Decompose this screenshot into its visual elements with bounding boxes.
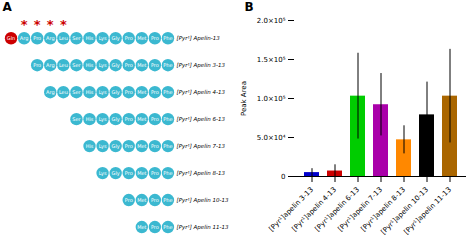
svg-text:Leu: Leu (59, 62, 68, 68)
svg-text:Pro: Pro (125, 116, 133, 122)
svg-text:Pro: Pro (151, 170, 159, 176)
svg-text:Arg: Arg (46, 62, 55, 69)
svg-text:[Pyr¹] Apelin 11-13: [Pyr¹] Apelin 11-13 (177, 224, 229, 231)
svg-text:Phe: Phe (163, 224, 172, 230)
svg-text:His: His (86, 62, 94, 68)
svg-text:Pro: Pro (125, 197, 133, 203)
svg-text:Phe: Phe (163, 143, 172, 149)
svg-text:*: * (47, 17, 54, 32)
svg-text:Pro: Pro (151, 35, 159, 41)
svg-text:His: His (86, 143, 94, 149)
svg-text:Pro: Pro (151, 143, 159, 149)
svg-text:5.0×10⁴: 5.0×10⁴ (257, 134, 286, 142)
svg-text:[Pyr¹]apelin 11-13: [Pyr¹]apelin 11-13 (402, 186, 453, 237)
svg-text:[Pyr¹]apelin 6-13: [Pyr¹]apelin 6-13 (313, 185, 361, 233)
svg-text:2.0×10⁵: 2.0×10⁵ (257, 17, 286, 25)
svg-text:Ser: Ser (72, 89, 81, 95)
svg-text:Met: Met (137, 143, 146, 149)
svg-text:1.0×10⁵: 1.0×10⁵ (257, 95, 286, 103)
svg-text:Pro: Pro (151, 89, 159, 95)
svg-text:Peak Area: Peak Area (240, 81, 248, 116)
svg-text:His: His (86, 89, 94, 95)
svg-text:Gly: Gly (112, 89, 120, 96)
svg-text:Pro: Pro (151, 116, 159, 122)
svg-text:[Pyr¹] Apelin 6-13: [Pyr¹] Apelin 6-13 (177, 116, 226, 123)
svg-text:Met: Met (137, 224, 146, 230)
svg-text:Lys: Lys (99, 35, 107, 42)
svg-text:Ser: Ser (72, 116, 81, 122)
svg-text:Pro: Pro (33, 35, 41, 41)
svg-text:Phe: Phe (163, 197, 172, 203)
svg-text:Met: Met (137, 197, 146, 203)
svg-text:Met: Met (137, 35, 146, 41)
svg-text:Pro: Pro (125, 170, 133, 176)
svg-text:Gly: Gly (112, 143, 120, 150)
svg-text:Arg: Arg (20, 35, 29, 42)
svg-text:Gly: Gly (112, 116, 120, 123)
svg-text:[Pyr¹] Apelin 8-13: [Pyr¹] Apelin 8-13 (177, 170, 226, 177)
svg-text:[Pyr¹]apelin 8-13: [Pyr¹]apelin 8-13 (359, 185, 407, 233)
svg-text:Pro: Pro (125, 35, 133, 41)
svg-text:Lys: Lys (99, 89, 107, 96)
svg-text:Arg: Arg (46, 89, 55, 96)
svg-text:B: B (245, 0, 254, 14)
svg-text:Pro: Pro (125, 89, 133, 95)
svg-text:*: * (60, 17, 67, 32)
svg-text:*: * (34, 17, 41, 32)
svg-text:Pro: Pro (151, 197, 159, 203)
svg-text:Gly: Gly (112, 62, 120, 69)
svg-text:Pro: Pro (125, 143, 133, 149)
svg-text:Phe: Phe (163, 89, 172, 95)
svg-text:Leu: Leu (59, 89, 68, 95)
svg-text:Met: Met (137, 116, 146, 122)
svg-text:Phe: Phe (163, 35, 172, 41)
svg-text:Pro: Pro (151, 224, 159, 230)
svg-text:1.5×10⁵: 1.5×10⁵ (257, 56, 286, 64)
svg-text:Pro: Pro (151, 62, 159, 68)
svg-text:[Pyr¹] Apelin 7-13: [Pyr¹] Apelin 7-13 (177, 143, 226, 150)
svg-text:A: A (3, 0, 13, 14)
svg-text:Arg: Arg (46, 35, 55, 42)
svg-text:Pro: Pro (33, 62, 41, 68)
svg-text:[Pyr¹]apelin 3-13: [Pyr¹]apelin 3-13 (267, 185, 315, 233)
svg-text:Ser: Ser (72, 62, 81, 68)
svg-text:Lys: Lys (99, 116, 107, 123)
svg-text:[Pyr¹]apelin 7-13: [Pyr¹]apelin 7-13 (336, 185, 384, 233)
svg-text:[Pyr¹] Apelin 3-13: [Pyr¹] Apelin 3-13 (177, 62, 226, 69)
svg-text:0: 0 (281, 173, 285, 181)
svg-text:Gly: Gly (112, 35, 120, 42)
svg-text:Leu: Leu (59, 35, 68, 41)
svg-text:Phe: Phe (163, 116, 172, 122)
svg-text:Gln: Gln (7, 35, 15, 41)
svg-text:Phe: Phe (163, 62, 172, 68)
svg-text:Lys: Lys (99, 170, 107, 177)
svg-text:[Pyr¹] Apelin-13: [Pyr¹] Apelin-13 (177, 35, 221, 42)
svg-text:[Pyr¹] Apelin 4-13: [Pyr¹] Apelin 4-13 (177, 89, 226, 96)
svg-text:[Pyr¹] Apelin 10-13: [Pyr¹] Apelin 10-13 (177, 197, 229, 204)
svg-text:Pro: Pro (125, 62, 133, 68)
svg-text:*: * (21, 17, 28, 32)
svg-text:Gly: Gly (112, 170, 120, 177)
svg-text:Phe: Phe (163, 170, 172, 176)
svg-text:[Pyr¹]apelin 4-13: [Pyr¹]apelin 4-13 (290, 185, 338, 233)
svg-text:Lys: Lys (99, 143, 107, 150)
svg-text:[Pyr¹]apelin 10-13: [Pyr¹]apelin 10-13 (379, 185, 430, 237)
svg-text:Met: Met (137, 170, 146, 176)
svg-text:Lys: Lys (99, 62, 107, 69)
svg-text:His: His (86, 35, 94, 41)
svg-text:His: His (86, 116, 94, 122)
svg-text:Met: Met (137, 62, 146, 68)
svg-text:Ser: Ser (72, 35, 81, 41)
svg-text:Met: Met (137, 89, 146, 95)
